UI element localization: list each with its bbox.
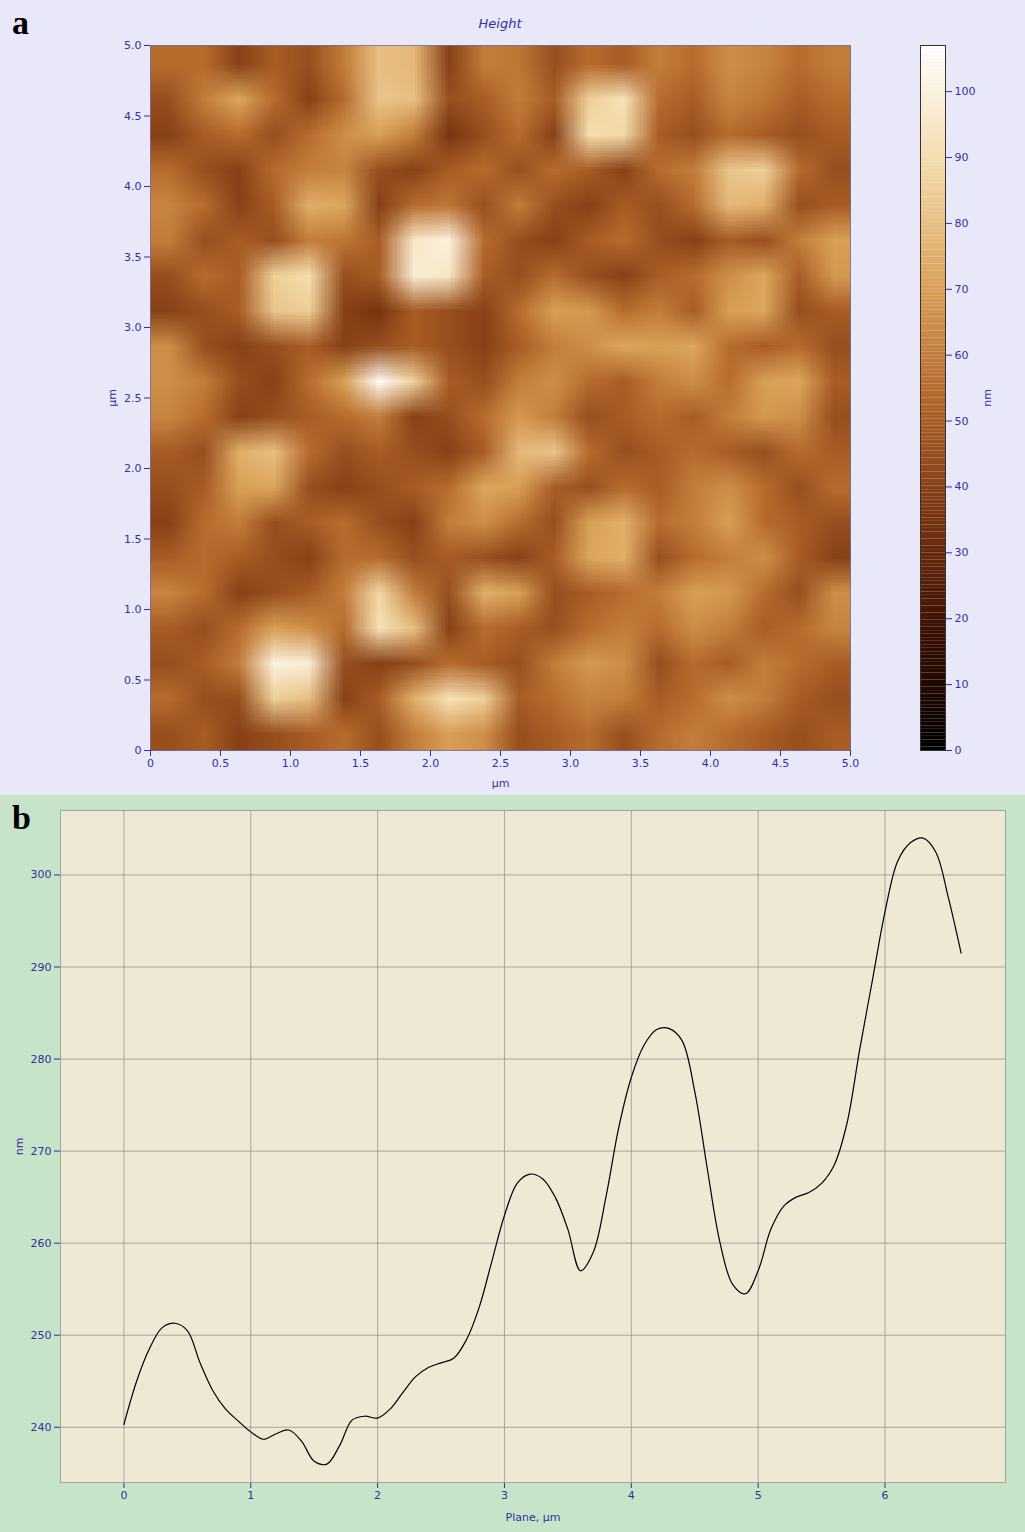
- svg-text:0: 0: [120, 1489, 127, 1502]
- html-text:a: a: [12, 4, 29, 41]
- svg-text:4.5: 4.5: [772, 757, 790, 770]
- svg-text:4.0: 4.0: [124, 180, 142, 193]
- svg-text:3.5: 3.5: [632, 757, 650, 770]
- svg-text:1: 1: [247, 1489, 254, 1502]
- svg-text:6: 6: [881, 1489, 888, 1502]
- svg-text:270: 270: [31, 1145, 52, 1158]
- svg-text:0: 0: [955, 744, 962, 757]
- html-text:Height: Height: [478, 16, 522, 31]
- svg-text:5.0: 5.0: [124, 39, 142, 52]
- svg-text:240: 240: [31, 1421, 52, 1434]
- svg-text:1.0: 1.0: [282, 757, 300, 770]
- svg-text:50: 50: [955, 415, 969, 428]
- svg-text:70: 70: [955, 283, 969, 296]
- svg-text:4.5: 4.5: [124, 110, 142, 123]
- svg-text:20: 20: [955, 612, 969, 625]
- svg-text:1.0: 1.0: [124, 603, 142, 616]
- svg-text:280: 280: [31, 1053, 52, 1066]
- svg-text:250: 250: [31, 1329, 52, 1342]
- svg-text:30: 30: [955, 546, 969, 559]
- svg-text:100: 100: [955, 85, 976, 98]
- svg-text:nm: nm: [13, 1138, 26, 1156]
- svg-text:0: 0: [147, 757, 154, 770]
- svg-text:nm: nm: [981, 389, 994, 407]
- svg-text:3.0: 3.0: [562, 757, 580, 770]
- svg-text:40: 40: [955, 480, 969, 493]
- svg-text:1.5: 1.5: [352, 757, 370, 770]
- svg-text:10: 10: [955, 678, 969, 691]
- svg-text:80: 80: [955, 217, 969, 230]
- svg-text:2.0: 2.0: [422, 757, 440, 770]
- svg-text:1.5: 1.5: [124, 533, 142, 546]
- svg-text:2: 2: [374, 1489, 381, 1502]
- svg-text:5.0: 5.0: [842, 757, 860, 770]
- html-text:b: b: [12, 799, 31, 836]
- svg-text:2.5: 2.5: [492, 757, 510, 770]
- svg-text:Plane, µm: Plane, µm: [506, 1511, 561, 1524]
- svg-text:µm: µm: [492, 777, 510, 790]
- svg-text:260: 260: [31, 1237, 52, 1250]
- svg-text:2.0: 2.0: [124, 462, 142, 475]
- svg-text:4: 4: [628, 1489, 635, 1502]
- svg-text:3: 3: [501, 1489, 508, 1502]
- svg-text:290: 290: [31, 961, 52, 974]
- svg-text:3.0: 3.0: [124, 321, 142, 334]
- svg-text:60: 60: [955, 349, 969, 362]
- svg-text:5: 5: [755, 1489, 762, 1502]
- svg-text:µm: µm: [106, 389, 119, 407]
- svg-text:300: 300: [31, 868, 52, 881]
- svg-text:3.5: 3.5: [124, 251, 142, 264]
- svg-text:4.0: 4.0: [702, 757, 720, 770]
- svg-text:0.5: 0.5: [124, 674, 142, 687]
- svg-text:0: 0: [135, 744, 142, 757]
- svg-text:0.5: 0.5: [212, 757, 230, 770]
- svg-text:90: 90: [955, 151, 969, 164]
- svg-text:2.5: 2.5: [124, 392, 142, 405]
